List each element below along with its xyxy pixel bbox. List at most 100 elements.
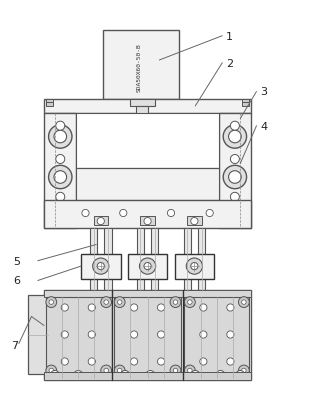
Text: 6: 6 [14,276,20,286]
Circle shape [49,369,53,373]
Text: 4: 4 [260,121,267,131]
Circle shape [223,202,246,225]
Circle shape [46,365,57,376]
Circle shape [200,331,207,338]
Circle shape [170,297,181,308]
Bar [81,254,121,279]
Bar [46,297,111,378]
Bar [114,297,181,378]
Circle shape [117,300,122,305]
Bar [94,216,108,225]
Bar [46,103,53,107]
Bar [187,216,202,225]
Circle shape [227,304,234,311]
Circle shape [191,263,198,270]
Circle shape [230,122,239,131]
Bar [136,107,149,137]
Circle shape [88,304,95,311]
Circle shape [167,210,175,217]
Circle shape [229,171,241,184]
Circle shape [93,258,109,274]
Circle shape [223,126,246,149]
Circle shape [238,297,249,308]
Circle shape [229,131,241,144]
Text: 3: 3 [260,87,267,97]
Circle shape [158,331,165,338]
Circle shape [188,369,192,373]
Circle shape [158,304,165,311]
Circle shape [191,371,200,380]
Circle shape [114,297,125,308]
Bar [44,99,251,114]
Circle shape [82,210,89,217]
Bar [242,103,249,107]
Circle shape [185,297,195,308]
Bar [44,290,251,297]
Circle shape [46,297,57,308]
Circle shape [121,371,130,380]
Bar [77,114,219,169]
Text: 1: 1 [226,31,233,42]
Circle shape [229,207,241,220]
Circle shape [49,202,72,225]
Circle shape [104,300,108,305]
Circle shape [186,258,203,274]
Circle shape [238,365,249,376]
Bar [184,229,191,292]
Circle shape [49,166,72,189]
Circle shape [54,207,67,220]
Text: SDA50X60-50-B: SDA50X60-50-B [137,43,142,92]
Circle shape [242,369,246,373]
Bar [131,99,155,107]
Circle shape [117,369,122,373]
Circle shape [49,126,72,149]
Circle shape [88,331,95,338]
Circle shape [97,218,104,225]
Circle shape [114,365,125,376]
Circle shape [88,358,95,365]
Circle shape [200,358,207,365]
Circle shape [242,300,246,305]
Circle shape [191,218,198,225]
Bar [151,229,158,292]
Circle shape [61,304,68,311]
Bar [128,254,167,279]
Bar [46,99,53,103]
Circle shape [56,193,65,202]
Bar [77,169,219,200]
Circle shape [97,263,104,270]
Circle shape [74,371,83,380]
Circle shape [56,155,65,164]
Circle shape [56,122,65,131]
Bar [104,31,179,99]
Bar [137,229,144,292]
Circle shape [230,193,239,202]
Circle shape [61,331,68,338]
Circle shape [50,371,59,380]
Circle shape [101,297,111,308]
Circle shape [216,371,225,380]
Bar [198,229,205,292]
Bar [185,297,249,378]
Text: 2: 2 [226,58,233,69]
Bar [242,99,249,103]
Circle shape [227,331,234,338]
Bar [90,229,97,292]
Bar [44,372,251,380]
Bar [28,295,48,374]
Circle shape [236,371,245,380]
Circle shape [131,331,138,338]
Circle shape [54,131,67,144]
Circle shape [146,371,155,380]
Bar [175,254,214,279]
Bar [44,290,251,380]
Circle shape [188,300,192,305]
Circle shape [61,358,68,365]
Circle shape [131,304,138,311]
Circle shape [170,365,181,376]
Bar [140,216,155,225]
Circle shape [200,304,207,311]
Circle shape [144,263,151,270]
Bar [44,114,77,229]
Circle shape [227,358,234,365]
